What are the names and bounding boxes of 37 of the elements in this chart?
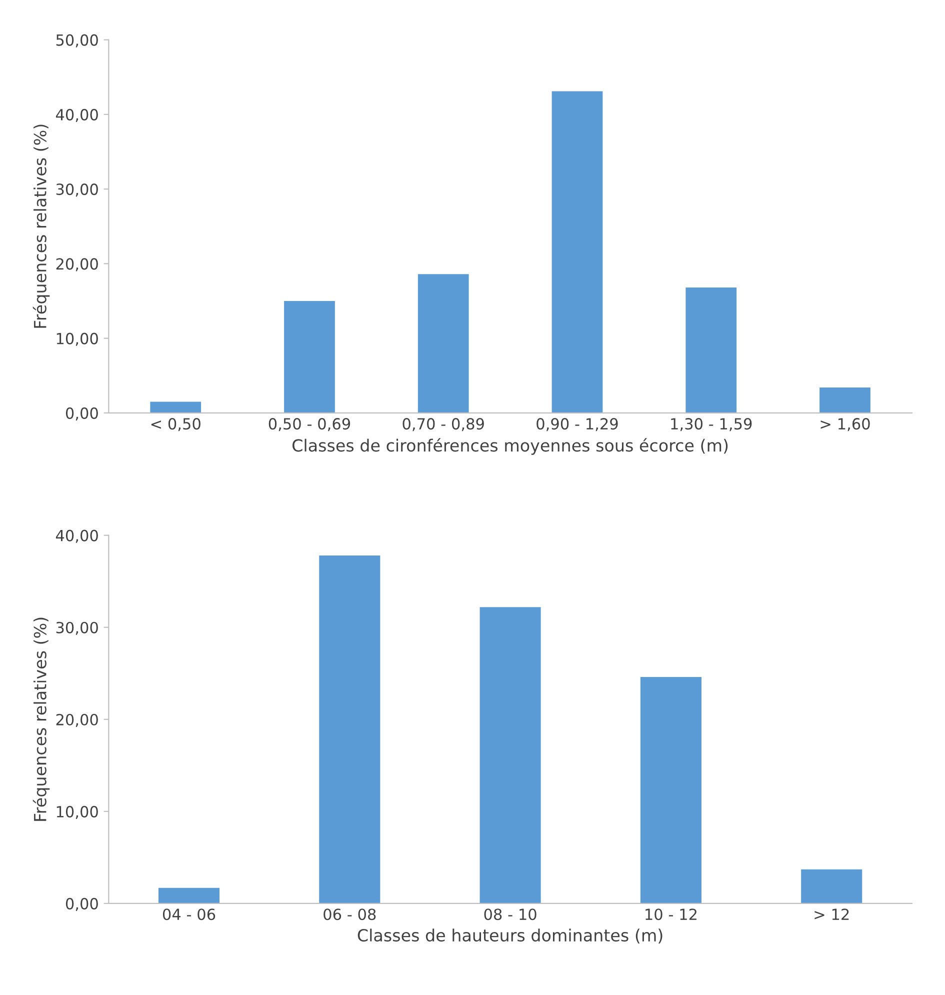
y-tick-label: 10,00 [56,332,98,346]
x-tick-label: > 1,60 [820,418,870,432]
y-tick-label: 50,00 [56,34,98,48]
bar [480,607,541,904]
x-tick-label: 04 - 06 [162,908,216,920]
bar [158,888,220,904]
x-tick-label: 0,90 - 1,29 [536,418,618,432]
y-tick-label: 20,00 [56,258,98,272]
x-tick-label: 10 - 12 [646,908,696,920]
x-tick-label: 08 - 10 [484,908,536,920]
x-tick-label: 0,50 - 0,69 [268,418,350,432]
y-tick-label: 30,00 [56,622,98,635]
x-tick-label: 06 - 08 [324,908,376,920]
y-tick-label: 20,00 [56,714,98,727]
bar [820,388,870,413]
bar [319,556,380,904]
x-tick-label: > 12 [814,908,849,920]
bar [418,274,469,413]
y-axis-title: Fréquences relatives (%) [32,124,50,328]
bar [801,869,862,904]
bar [150,402,202,413]
y-tick-label: 0,00 [66,898,98,912]
x-axis-title: Classes de hauteurs dominantes (m) [358,928,662,944]
y-tick-label: 40,00 [56,108,98,122]
bar [686,288,737,413]
y-tick-label: 0,00 [66,407,98,421]
y-tick-label: 40,00 [56,530,98,543]
y-tick-label: 10,00 [56,806,98,820]
x-axis-title: Classes de cironférences moyennes sous écorce (m) [292,438,728,455]
x-tick-label: < 0,50 [151,418,200,432]
bar [552,91,603,413]
x-tick-label: 1,30 - 1,59 [671,418,752,432]
x-tick-label: 0,70 - 0,89 [402,418,484,432]
bar [284,300,335,413]
y-tick-label: 30,00 [56,184,98,197]
y-axis-title: Fréquences relatives (%) [32,618,50,821]
bar [640,677,702,904]
